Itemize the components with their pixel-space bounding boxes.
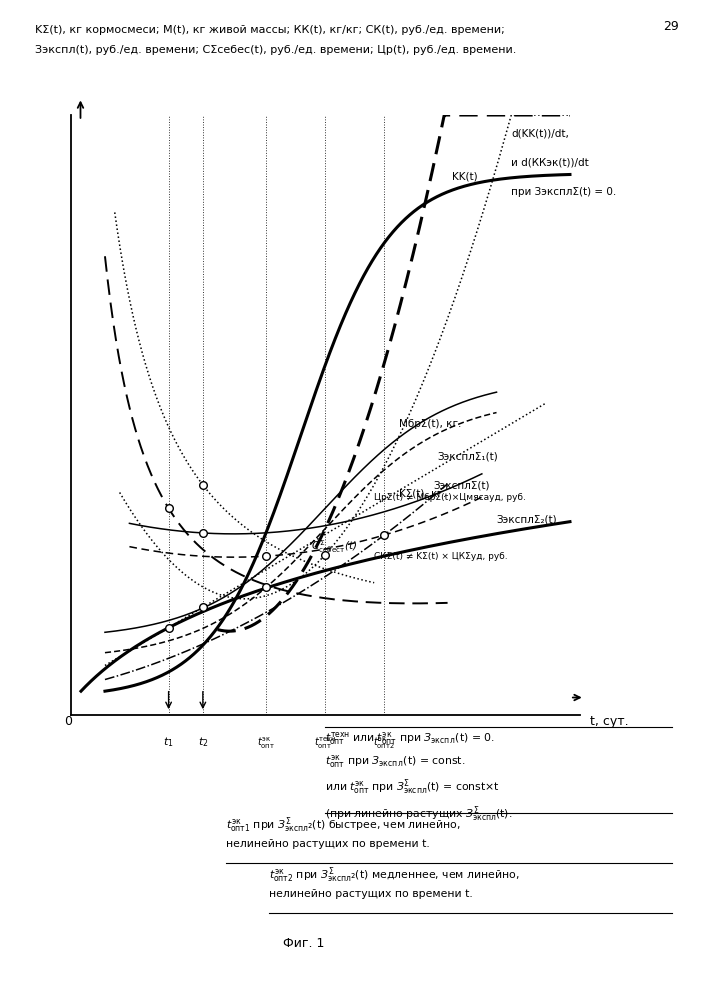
Text: KK(t): KK(t)	[452, 171, 478, 181]
Text: 0: 0	[64, 715, 72, 728]
Text: ЗэксплΣ₂(t): ЗэксплΣ₂(t)	[496, 515, 557, 525]
Text: $t^{\mathsf{эк}}_{\mathsf{опт}}$: $t^{\mathsf{эк}}_{\mathsf{опт}}$	[257, 735, 276, 751]
Text: $t^{\mathsf{эк}}_{\mathsf{опт1}}$ при $З_{\mathsf{экспл}}^{\Sigma}$₂(t) быстрее,: $t^{\mathsf{эк}}_{\mathsf{опт1}}$ при $З…	[226, 815, 461, 849]
Text: KΣ(t), кг.: KΣ(t), кг.	[399, 489, 446, 499]
Text: $t_1$: $t_1$	[163, 735, 174, 749]
Text: CКΣ(t) ≠ KΣ(t) × ЦКΣуд, руб.: CКΣ(t) ≠ KΣ(t) × ЦКΣуд, руб.	[374, 552, 508, 561]
Text: d(KK(t))/dt,: d(KK(t))/dt,	[511, 128, 569, 138]
Text: при ЗэксплΣ(t) = 0.: при ЗэксплΣ(t) = 0.	[511, 187, 617, 197]
Text: $t_2$: $t_2$	[197, 735, 208, 749]
Text: и d(ККэк(t))/dt: и d(ККэк(t))/dt	[511, 157, 589, 167]
Text: t, сут.: t, сут.	[590, 715, 628, 728]
Text: ЗэксплΣ₁(t): ЗэксплΣ₁(t)	[438, 452, 498, 462]
Text: MбрΣ(t), кг.: MбрΣ(t), кг.	[399, 419, 461, 429]
Text: 29: 29	[663, 20, 679, 33]
Text: $t^{\mathsf{техн}}_{\mathsf{опт}}$: $t^{\mathsf{техн}}_{\mathsf{опт}}$	[314, 735, 337, 751]
Text: $C^{\Sigma}_{\mathsf{себест}}$(t): $C^{\Sigma}_{\mathsf{себест}}$(t)	[310, 538, 357, 555]
Text: $t^{\mathsf{эк}}_{\mathsf{опт2}}$ при $З_{\mathsf{экспл}}^{\Sigma}$₂(t) медленне: $t^{\mathsf{эк}}_{\mathsf{опт2}}$ при $З…	[269, 865, 519, 899]
Text: $t^{\mathsf{техн}}_{\mathsf{опт}}$ или $t^{\mathsf{эк}}_{\mathsf{опт}}$ при $З_{: $t^{\mathsf{техн}}_{\mathsf{опт}}$ или $…	[325, 730, 513, 824]
Text: Фиг. 1: Фиг. 1	[283, 937, 325, 950]
Text: ЦрΣ(t) ≠ MбрΣ(t)×Цмясауд, руб.: ЦрΣ(t) ≠ MбрΣ(t)×Цмясауд, руб.	[374, 493, 526, 502]
Text: ЗэксплΣ(t): ЗэксплΣ(t)	[433, 480, 489, 490]
Text: KΣ(t), кг кормосмеси; M(t), кг живой массы; КК(t), кг/кг; CК(t), руб./ед. времен: KΣ(t), кг кормосмеси; M(t), кг живой мас…	[35, 25, 505, 35]
Text: Зэкспл(t), руб./ед. времени; CΣсебес(t), руб./ед. времени; Цр(t), руб./ед. време: Зэкспл(t), руб./ед. времени; CΣсебес(t),…	[35, 45, 517, 55]
Text: $t^{\mathsf{эк}}_{\mathsf{опт2}}$: $t^{\mathsf{эк}}_{\mathsf{опт2}}$	[373, 735, 395, 751]
